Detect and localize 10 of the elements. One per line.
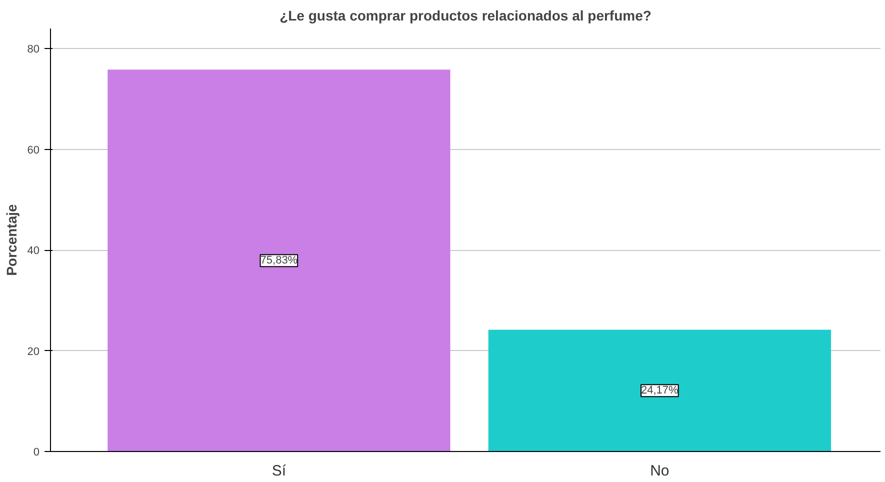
y-tick-label: 0 bbox=[33, 446, 40, 458]
y-tick-label: 60 bbox=[27, 144, 40, 156]
chart-title: ¿Le gusta comprar productos relacionados al perfume? bbox=[280, 8, 652, 24]
y-tick-label: 40 bbox=[27, 245, 40, 258]
x-tick-label: No bbox=[650, 462, 670, 480]
x-tick-label: Sí bbox=[272, 462, 287, 480]
data-label: 24,17% bbox=[641, 384, 679, 397]
y-tick-label: 80 bbox=[27, 44, 40, 56]
y-axis-title: Porcentaje bbox=[3, 204, 20, 276]
y-tick-label: 20 bbox=[27, 346, 40, 358]
